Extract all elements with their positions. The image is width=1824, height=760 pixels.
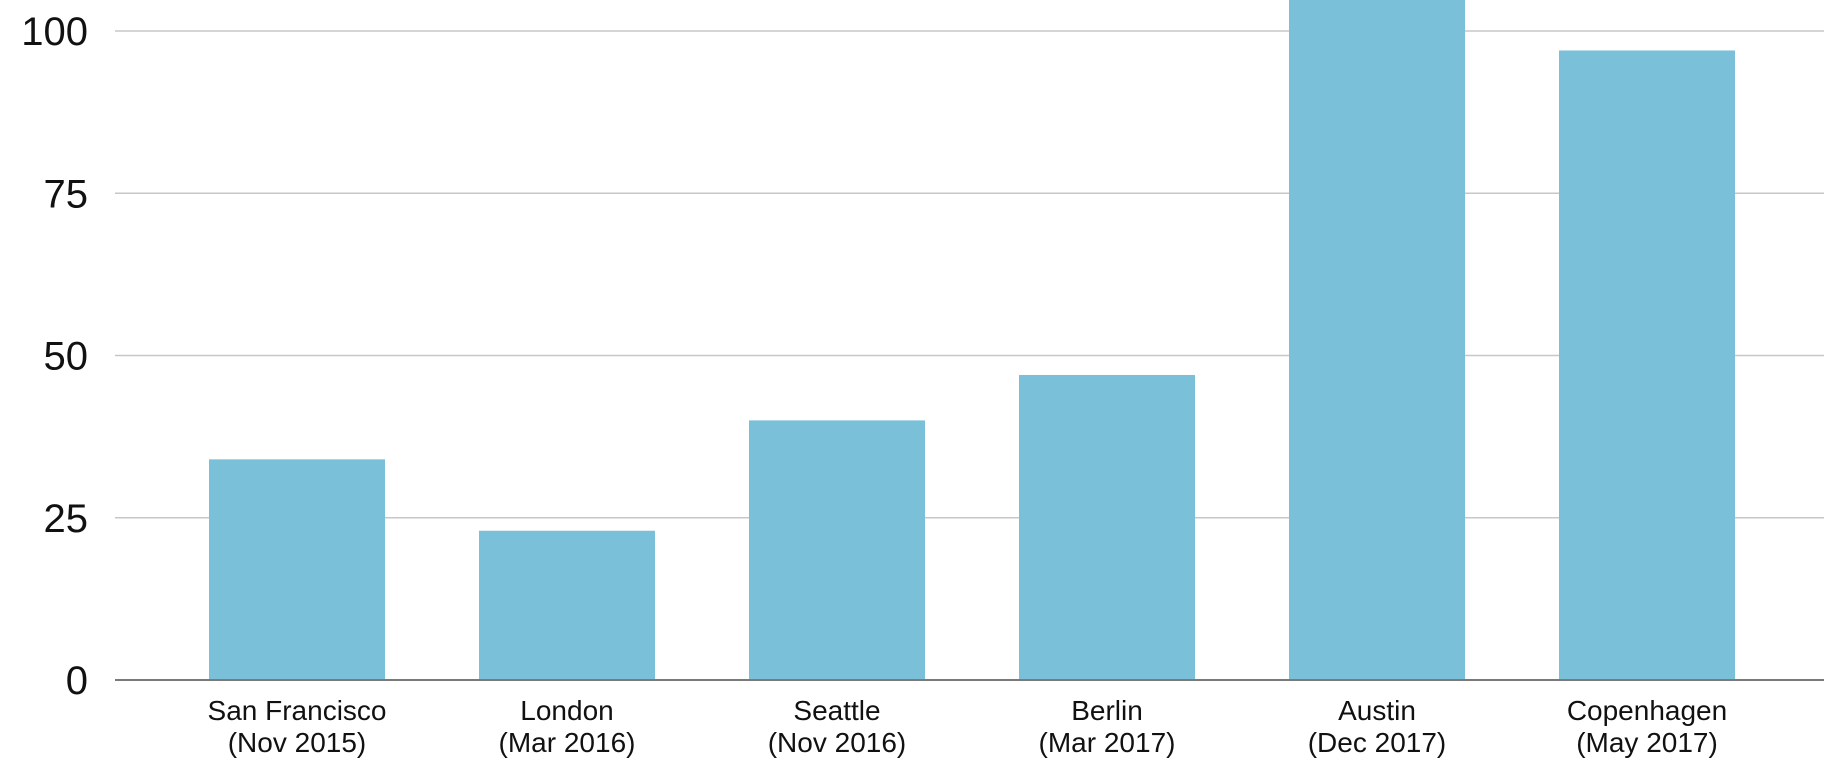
x-category-label-line: Berlin: [1071, 695, 1143, 726]
x-category-label-line: (Nov 2016): [768, 727, 907, 758]
bar: [209, 459, 385, 680]
x-axis-category-labels: San Francisco (Nov 2015) London (Mar 2016) S…: [208, 695, 1728, 758]
y-axis-tick-labels: 0 25 50 75 100: [21, 10, 88, 703]
y-gridlines: [115, 30, 1824, 519]
x-category-label: Berlin (Mar 2017): [1039, 695, 1176, 758]
bar: [1559, 50, 1735, 681]
x-category-label: San Francisco (Nov 2015): [208, 695, 387, 758]
x-category-label-line: (Dec 2017): [1308, 727, 1447, 758]
y-tick-label: 0: [66, 659, 88, 703]
x-category-label: Austin (Dec 2017): [1308, 695, 1447, 758]
bar: [479, 530, 655, 680]
x-category-label: Seattle (Nov 2016): [768, 695, 907, 758]
x-category-label-line: London: [520, 695, 613, 726]
x-category-label-line: (Mar 2016): [499, 727, 636, 758]
x-category-label-line: Austin: [1338, 695, 1416, 726]
x-category-label-line: (Nov 2015): [228, 727, 367, 758]
x-category-label: Copenhagen (May 2017): [1567, 695, 1727, 758]
y-tick-label: 50: [44, 335, 89, 379]
y-tick-label: 25: [44, 497, 89, 541]
x-category-label: London (Mar 2016): [499, 695, 636, 758]
bars: [209, 0, 1735, 681]
bar: [1019, 374, 1195, 680]
x-category-label-line: (May 2017): [1576, 727, 1718, 758]
y-tick-label: 100: [21, 10, 88, 54]
x-category-label-line: Copenhagen: [1567, 695, 1727, 726]
x-category-label-line: San Francisco: [208, 695, 387, 726]
x-category-label-line: Seattle: [793, 695, 880, 726]
bar: [749, 420, 925, 680]
x-category-label-line: (Mar 2017): [1039, 727, 1176, 758]
y-tick-label: 75: [44, 172, 89, 216]
bar: [1289, 0, 1465, 680]
